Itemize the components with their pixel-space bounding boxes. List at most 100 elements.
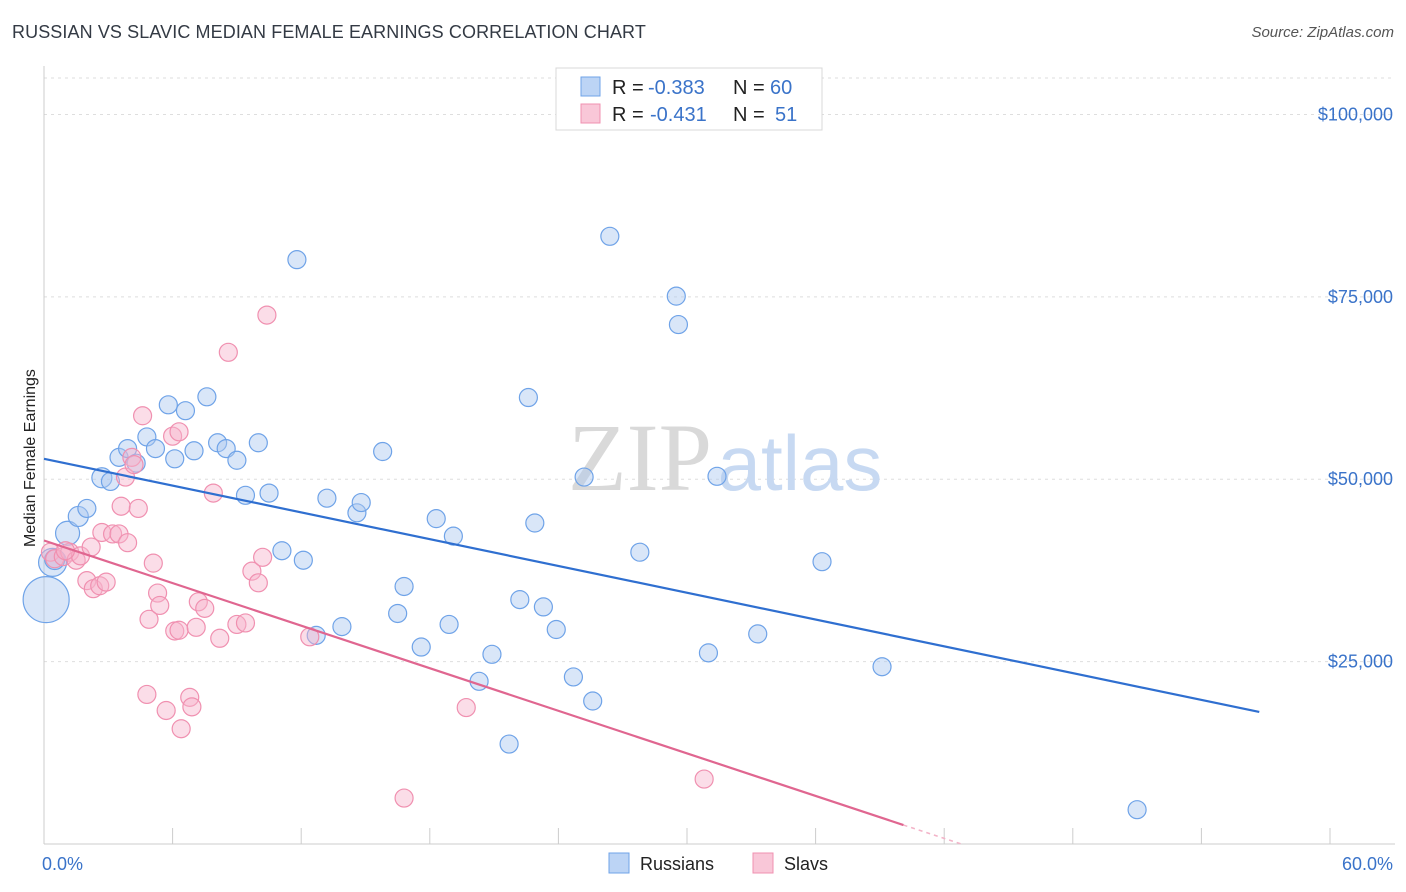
trend-line-slavs	[43, 539, 904, 827]
data-point-russians	[287, 250, 307, 270]
data-point-russians	[184, 441, 204, 461]
legend-n-russians: 60	[770, 77, 792, 99]
data-point-russians	[248, 433, 268, 453]
data-point-russians	[600, 226, 620, 246]
data-point-russians	[306, 625, 326, 645]
data-point-russians	[499, 734, 519, 754]
data-point-russians	[165, 449, 185, 469]
legend-swatch-russians	[580, 76, 601, 97]
y-tick-label: $100,000	[1318, 104, 1393, 124]
data-point-russians	[77, 498, 97, 519]
data-point-slavs	[257, 305, 277, 325]
data-point-slavs	[122, 447, 142, 467]
data-point-slavs	[96, 572, 116, 592]
data-point-russians	[812, 552, 832, 572]
data-point-slavs	[456, 697, 476, 718]
bottom-legend-swatch-slavs	[752, 852, 774, 874]
data-point-slavs	[147, 583, 168, 603]
data-point-russians	[698, 643, 719, 663]
data-point-russians	[388, 603, 408, 624]
data-point-slavs	[169, 620, 189, 640]
data-point-slavs	[694, 769, 714, 789]
x-tick-labels: 0.0% 60.0%	[42, 854, 1393, 874]
data-point-slavs	[128, 498, 148, 519]
legend-r-label: R =	[612, 104, 644, 126]
data-point-russians	[259, 483, 279, 503]
data-point-russians	[272, 541, 292, 561]
data-point-slavs	[102, 524, 123, 544]
data-point-russians	[54, 520, 81, 546]
y-tick-labels: $25,000 $50,000 $75,000 $100,000	[1318, 104, 1393, 671]
data-point-russians	[227, 450, 247, 470]
bottom-legend-swatch-russians	[608, 852, 630, 874]
data-point-slavs	[90, 576, 110, 596]
y-tick-label: $50,000	[1328, 469, 1393, 489]
data-point-slavs	[242, 561, 262, 581]
data-point-slavs	[186, 617, 206, 637]
x-tick-label: 0.0%	[42, 854, 83, 874]
series-slavs	[40, 305, 714, 808]
data-point-russians	[394, 576, 414, 597]
data-point-russians	[518, 387, 538, 408]
data-point-russians	[293, 550, 313, 570]
y-tick-label: $75,000	[1328, 287, 1393, 307]
data-point-slavs	[180, 687, 200, 707]
data-point-slavs	[210, 628, 230, 648]
grid-lines	[44, 77, 1395, 663]
data-point-russians	[317, 488, 337, 508]
trend-line-russians	[43, 457, 1260, 714]
correlation-legend: R = -0.383 N = 60 R = -0.431 N = 51	[555, 67, 823, 131]
data-point-russians	[145, 438, 166, 459]
data-point-slavs	[139, 609, 159, 629]
series-legend: Russians Slavs	[608, 852, 828, 874]
x-tick-label: 60.0%	[1342, 854, 1393, 874]
data-point-slavs	[394, 788, 414, 808]
data-point-slavs	[248, 573, 268, 593]
chart-title: RUSSIAN VS SLAVIC MEDIAN FEMALE EARNINGS…	[12, 22, 646, 42]
data-point-slavs	[195, 598, 215, 618]
data-point-russians	[373, 441, 393, 462]
data-point-slavs	[124, 455, 144, 475]
trend-lines	[43, 457, 1260, 845]
data-point-russians	[872, 657, 892, 677]
data-point-slavs	[117, 533, 138, 553]
data-point-russians	[563, 667, 584, 687]
data-point-russians	[748, 624, 768, 644]
data-point-russians	[630, 542, 650, 562]
source-label: Source: ZipAtlas.com	[1251, 24, 1394, 41]
data-point-slavs	[218, 342, 238, 362]
legend-r-label: R =	[612, 77, 644, 99]
data-point-slavs	[253, 547, 273, 567]
data-point-russians	[175, 401, 196, 421]
data-point-slavs	[171, 719, 191, 739]
data-point-russians	[666, 286, 686, 306]
watermark-zip: ZIP	[568, 404, 712, 511]
watermark-atlas: atlas	[718, 419, 883, 507]
bottom-legend-slavs: Slavs	[784, 854, 828, 874]
bottom-legend-russians: Russians	[640, 854, 714, 874]
data-point-russians	[482, 644, 502, 664]
data-point-slavs	[182, 697, 202, 717]
legend-swatch-slavs	[580, 103, 601, 124]
data-point-slavs	[235, 613, 256, 633]
data-point-russians	[707, 466, 727, 486]
data-point-russians	[347, 503, 367, 523]
data-point-russians	[411, 637, 431, 657]
data-point-russians	[525, 513, 545, 533]
data-point-slavs	[132, 406, 153, 426]
axes	[43, 66, 1395, 845]
y-tick-label: $25,000	[1328, 652, 1393, 672]
data-point-russians	[439, 614, 459, 635]
data-point-slavs	[169, 422, 189, 442]
data-point-russians	[332, 617, 352, 637]
data-point-russians	[583, 691, 603, 711]
data-point-slavs	[150, 595, 170, 616]
legend-r-slavs: -0.431	[650, 104, 707, 126]
data-point-russians	[22, 576, 70, 624]
data-point-russians	[158, 395, 178, 415]
data-point-russians	[351, 492, 371, 513]
y-axis-label: Median Female Earnings	[22, 369, 39, 547]
data-point-russians	[668, 314, 689, 335]
legend-n-label: N =	[733, 104, 765, 126]
